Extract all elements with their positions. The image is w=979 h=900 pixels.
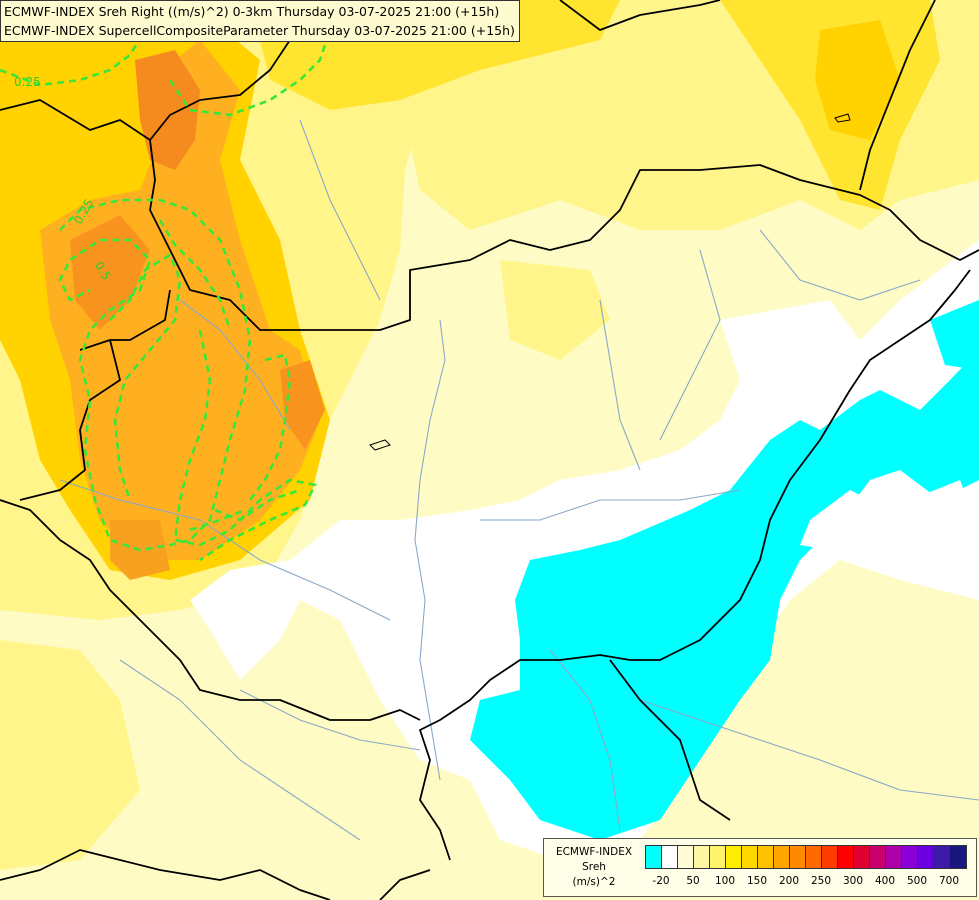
legend-swatch: [838, 846, 854, 868]
legend-swatch: [854, 846, 870, 868]
legend-swatch: [694, 846, 710, 868]
legend-swatch: [806, 846, 822, 868]
legend-swatch: [822, 846, 838, 868]
color-legend: ECMWF-INDEX Sreh (m/s)^2 -20 50 100 150 200 2…: [543, 838, 977, 897]
legend-title-source: ECMWF-INDEX: [555, 846, 633, 858]
contour-label-0-25-north: 0.25: [14, 75, 41, 89]
map-header: ECMWF-INDEX Sreh Right ((m/s)^2) 0-3km T…: [0, 0, 520, 42]
header-line-scp: ECMWF-INDEX SupercellCompositeParameter …: [4, 23, 515, 38]
legend-tick-label: 250: [810, 875, 832, 887]
legend-swatch: [774, 846, 790, 868]
sreh-field-dark-orange-east: [280, 360, 325, 450]
legend-swatch: [870, 846, 886, 868]
legend-swatch: [662, 846, 678, 868]
sreh-field-white-hole-east: [910, 480, 975, 560]
legend-swatch: [758, 846, 774, 868]
legend-swatch: [918, 846, 934, 868]
legend-swatch: [726, 846, 742, 868]
legend-tick-label: -20: [652, 875, 670, 887]
sreh-field-yellow-east-patch: [500, 260, 610, 360]
legend-swatch: [886, 846, 902, 868]
legend-tick-label: 100: [714, 875, 736, 887]
legend-title-param: Sreh: [582, 861, 606, 873]
sreh-field-pale-southeast: [720, 600, 979, 835]
legend-tick-label: 50: [686, 875, 700, 887]
sreh-field-cyan-east-blob: [930, 300, 979, 370]
legend-tick-label: 150: [746, 875, 768, 887]
legend-title: ECMWF-INDEX Sreh (m/s)^2: [548, 845, 640, 890]
lake-small-north: [834, 113, 851, 123]
legend-tick-label: 500: [906, 875, 928, 887]
legend-swatch: [950, 846, 966, 868]
sreh-field-orange-northeast: [815, 20, 900, 140]
sreh-field-yellow-southwest: [0, 640, 140, 880]
legend-swatch: [678, 846, 694, 868]
legend-swatch: [934, 846, 950, 868]
legend-title-unit: (m/s)^2: [572, 876, 616, 888]
legend-swatches: [645, 845, 967, 869]
legend-tick-label: 300: [842, 875, 864, 887]
sreh-field-dark-orange-mid: [70, 215, 150, 330]
sreh-field-white-hole: [800, 490, 870, 550]
legend-swatch: [902, 846, 918, 868]
legend-tick-label: 400: [874, 875, 896, 887]
legend-tick-label: 700: [938, 875, 960, 887]
legend-swatch: [742, 846, 758, 868]
lake-balaton: [369, 439, 391, 451]
legend-tick-label: 200: [778, 875, 800, 887]
legend-swatch: [790, 846, 806, 868]
legend-swatch: [710, 846, 726, 868]
legend-swatch: [646, 846, 662, 868]
sreh-field-pale-south: [0, 620, 440, 900]
sreh-field-dark-orange-core: [135, 50, 200, 170]
sreh-field-cyan-negative: [470, 350, 979, 840]
scp-contours: [0, 29, 332, 562]
header-line-sreh: ECMWF-INDEX Sreh Right ((m/s)^2) 0-3km T…: [4, 4, 500, 19]
